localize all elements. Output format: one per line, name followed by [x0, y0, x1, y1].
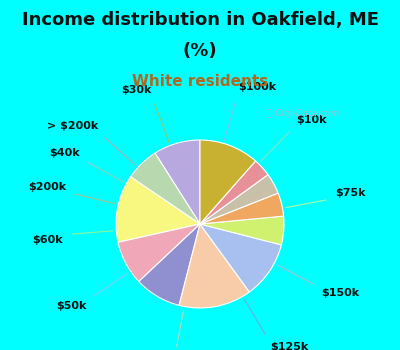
Wedge shape — [200, 175, 278, 224]
Text: > $200k: > $200k — [47, 121, 98, 131]
Wedge shape — [200, 161, 268, 224]
Text: ⓘ City-Data.com: ⓘ City-Data.com — [267, 109, 339, 118]
Wedge shape — [200, 140, 256, 224]
Text: $100k: $100k — [238, 82, 276, 92]
Text: $150k: $150k — [322, 288, 360, 299]
Wedge shape — [139, 224, 200, 305]
Wedge shape — [179, 224, 249, 308]
Text: $200k: $200k — [28, 182, 66, 192]
Text: White residents: White residents — [132, 74, 268, 89]
Text: $10k: $10k — [296, 115, 326, 125]
Text: $30k: $30k — [121, 85, 151, 95]
Text: $40k: $40k — [49, 148, 79, 158]
Text: Income distribution in Oakfield, ME: Income distribution in Oakfield, ME — [22, 10, 378, 28]
Text: $50k: $50k — [56, 301, 86, 312]
Wedge shape — [200, 193, 284, 224]
Wedge shape — [116, 177, 200, 242]
Text: $75k: $75k — [335, 188, 366, 198]
Text: $125k: $125k — [270, 343, 308, 350]
Wedge shape — [118, 224, 200, 281]
Wedge shape — [130, 153, 200, 224]
Wedge shape — [155, 140, 200, 224]
Text: (%): (%) — [183, 42, 217, 60]
Wedge shape — [200, 224, 281, 292]
Text: $60k: $60k — [32, 235, 63, 245]
Wedge shape — [200, 216, 284, 245]
